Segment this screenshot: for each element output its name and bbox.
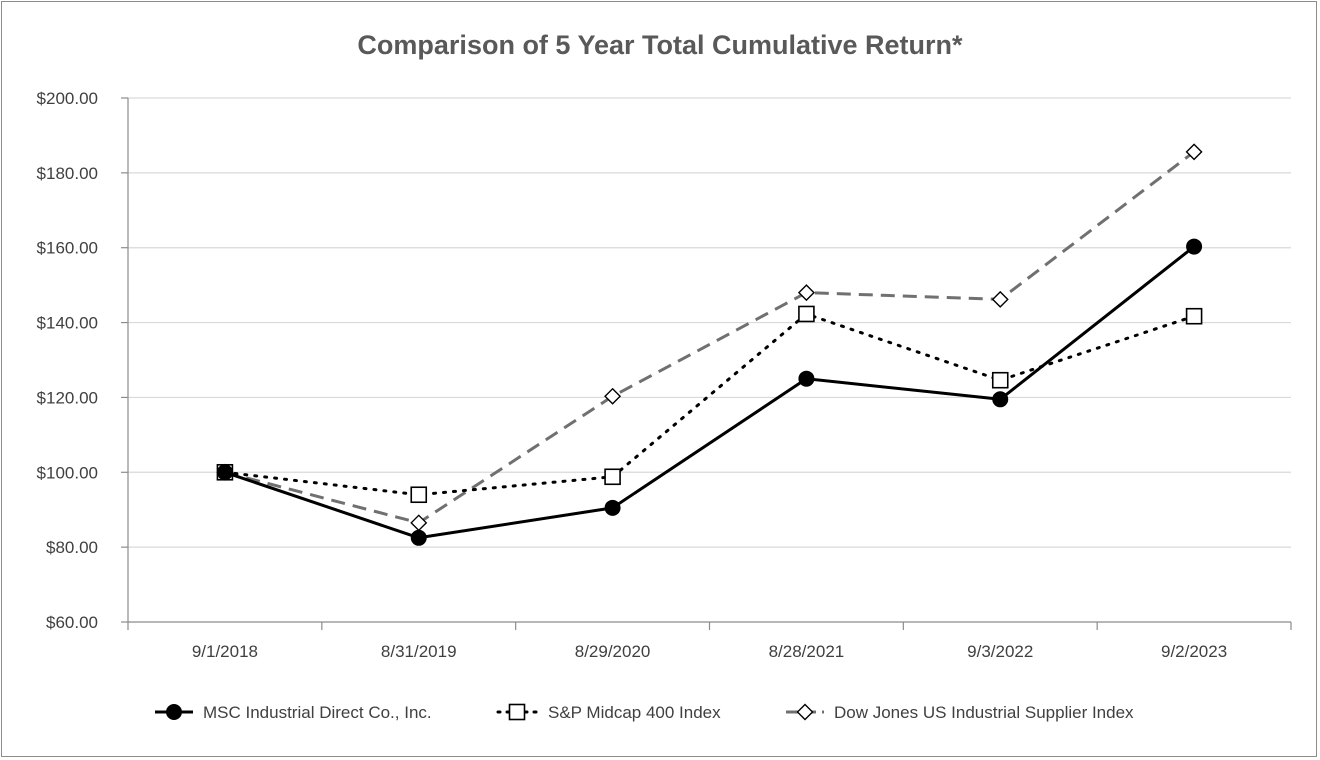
data-point (410, 514, 428, 532)
chart-title: Comparison of 5 Year Total Cumulative Re… (357, 30, 963, 60)
series-layer (216, 143, 1203, 546)
series-line (223, 312, 1196, 497)
x-tick-label: 9/2/2023 (1161, 642, 1227, 661)
data-point (991, 290, 1009, 308)
y-tick-label: $80.00 (46, 538, 98, 557)
data-point (216, 464, 233, 481)
legend: MSC Industrial Direct Co., Inc. S&P Midca… (155, 703, 1134, 722)
legend-item-2: Dow Jones US Industrial Supplier Index (786, 703, 1134, 722)
y-tick-label: $60.00 (46, 613, 98, 632)
y-tick-label: $160.00 (37, 239, 98, 258)
data-point (410, 529, 427, 546)
data-point (798, 370, 815, 387)
gridlines (128, 97, 1291, 548)
data-point (604, 468, 621, 486)
series-0 (216, 238, 1203, 546)
y-tick-label: $180.00 (37, 164, 98, 183)
data-point (1185, 307, 1203, 325)
series-line (224, 245, 1196, 540)
x-tick-label: 8/29/2020 (575, 642, 651, 661)
legend-item-0: MSC Industrial Direct Co., Inc. (155, 703, 432, 722)
legend-label: Dow Jones US Industrial Supplier Index (834, 703, 1134, 722)
legend-label: MSC Industrial Direct Co., Inc. (203, 703, 432, 722)
y-tick-label: $120.00 (37, 388, 98, 407)
x-tick-label: 9/3/2022 (967, 642, 1033, 661)
x-tick-label: 9/1/2018 (192, 642, 258, 661)
axes (121, 97, 1292, 630)
x-tick-label: 8/31/2019 (381, 642, 457, 661)
data-point (508, 703, 526, 721)
data-point (1186, 238, 1203, 255)
data-point (798, 305, 815, 323)
data-point (992, 391, 1009, 408)
data-point (166, 704, 182, 720)
legend-label: S&P Midcap 400 Index (548, 703, 721, 722)
data-point (604, 387, 622, 405)
data-point (797, 284, 815, 302)
y-axis-ticks: $60.00 $80.00 $100.00 $120.00 $140.00 $160.00… (37, 89, 98, 632)
x-tick-label: 8/28/2021 (769, 642, 845, 661)
y-tick-label: $200.00 (37, 89, 98, 108)
data-point (1185, 143, 1203, 161)
series-line (224, 150, 1195, 525)
data-point (796, 703, 814, 721)
y-tick-label: $100.00 (37, 463, 98, 482)
data-point (604, 499, 621, 516)
data-point (991, 371, 1009, 389)
y-tick-label: $140.00 (37, 314, 98, 333)
x-axis-ticks: 9/1/2018 8/31/2019 8/29/2020 8/28/2021 9/3/2… (192, 642, 1227, 661)
legend-item-1: S&P Midcap 400 Index (496, 703, 721, 722)
data-point (410, 486, 428, 504)
